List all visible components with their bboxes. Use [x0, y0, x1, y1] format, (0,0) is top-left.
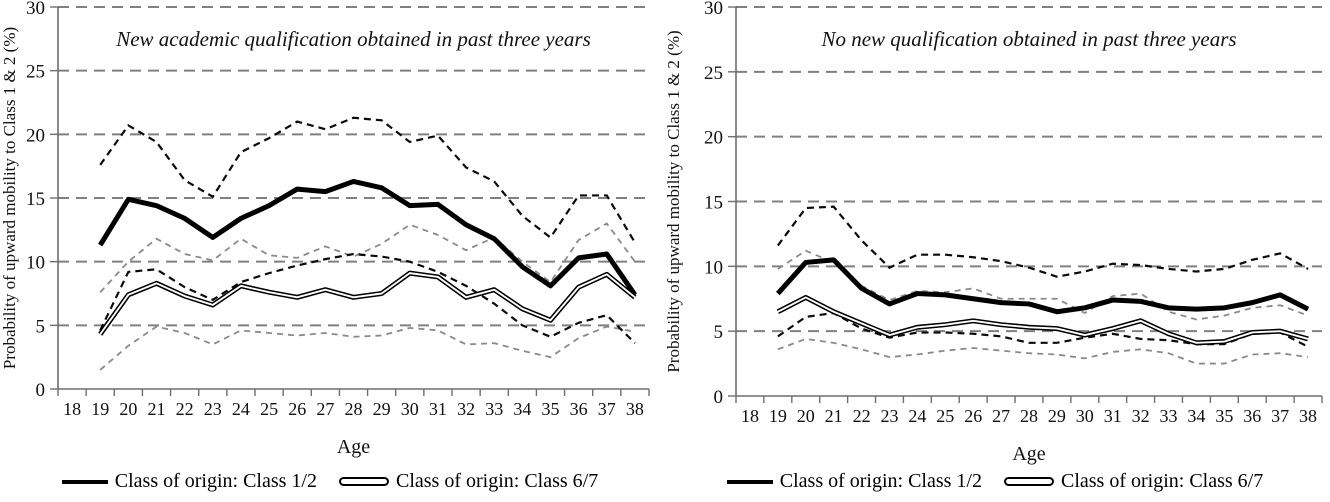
series-class-of-origin-class-6-7-inner	[777, 296, 1309, 344]
series-class-of-origin-class-6-7-outer	[776, 294, 1309, 346]
x-tick-label-37: 37	[1271, 406, 1289, 426]
x-tick-label-36: 36	[1243, 406, 1261, 426]
x-tick-label-29: 29	[373, 399, 391, 419]
series-class-1-2-upper-dashed-band	[776, 205, 1309, 278]
series-layer	[775, 205, 1310, 365]
series-class-of-origin-class-1-2	[98, 178, 637, 297]
series-class-6-7-lower-dashed-band	[777, 338, 1309, 365]
x-tick-label-23: 23	[880, 406, 898, 426]
legend-item-class67: Class of origin: Class 6/7	[339, 470, 598, 493]
thick-solid-line-swatch	[726, 479, 773, 484]
legend-item-class12: Class of origin: Class 1/2	[61, 470, 317, 493]
legend-label-class67: Class of origin: Class 6/7	[396, 470, 599, 492]
x-tick-label-37: 37	[598, 399, 616, 419]
y-axis-title: Probability of upward mobility to Class …	[0, 27, 19, 369]
double-line-swatch	[339, 477, 389, 486]
chart-title: No new qualification obtained in past th…	[820, 27, 1236, 51]
x-tick-label-28: 28	[345, 399, 363, 419]
gridlines-layer	[58, 6, 649, 327]
series-class-6-7-upper-dashed-band	[777, 249, 1309, 321]
x-tick-label-36: 36	[570, 399, 588, 419]
x-tick-label-19: 19	[91, 399, 109, 419]
x-tick-label-35: 35	[1215, 406, 1233, 426]
series-class-6-7-lower-dashed-band	[99, 325, 636, 371]
x-tick-label-18: 18	[63, 399, 81, 419]
y-tick-label-25: 25	[26, 62, 45, 83]
x-tick-label-34: 34	[1187, 406, 1205, 426]
gridlines-layer	[736, 6, 1322, 333]
y-tick-label-5: 5	[714, 322, 724, 343]
x-tick-label-21: 21	[825, 406, 843, 426]
x-tick-label-33: 33	[485, 399, 503, 419]
chart-panel-no-new-qualification: 0 5 10 15 20 25 30 18 19 20 21 22 23 24 25 26 27 28 29 30 31…	[660, 0, 1330, 502]
x-tick-label-31: 31	[1104, 406, 1122, 426]
x-tick-label-22: 22	[176, 399, 194, 419]
legend: Class of origin: Class 1/2 Class of orig…	[0, 470, 660, 493]
x-tick-label-30: 30	[1076, 406, 1094, 426]
x-axis-title: Age	[337, 436, 370, 458]
x-tick-label-33: 33	[1160, 406, 1178, 426]
series-class-1-2-upper-dashed-band	[99, 116, 636, 244]
legend-item-class67: Class of origin: Class 6/7	[1004, 470, 1263, 493]
x-tick-label-19: 19	[769, 406, 787, 426]
series-class-of-origin-class-1-2	[775, 257, 1310, 315]
double-line-swatch	[1004, 477, 1054, 486]
y-tick-label-0: 0	[36, 380, 46, 401]
x-tick-label-35: 35	[542, 399, 560, 419]
x-tick-label-28: 28	[1020, 406, 1038, 426]
series-layer	[98, 116, 637, 371]
x-tick-label-25: 25	[936, 406, 954, 426]
x-axis-title: Age	[1012, 443, 1045, 465]
axes-layer: 0 5 10 15 20 25 30 18 19 20 21 22 23 24 25 26 27 28 29 30 31…	[26, 0, 650, 419]
x-tick-label-20: 20	[797, 406, 815, 426]
x-tick-label-32: 32	[457, 399, 475, 419]
y-axis-title: Probability of upward mobility to Class …	[664, 30, 683, 372]
x-tick-label-20: 20	[119, 399, 137, 419]
x-tick-label-38: 38	[626, 399, 644, 419]
y-tick-label-30: 30	[704, 0, 723, 19]
x-tick-label-25: 25	[260, 399, 278, 419]
y-tick-label-5: 5	[36, 316, 46, 337]
x-tick-label-22: 22	[853, 406, 871, 426]
y-tick-label-0: 0	[714, 387, 724, 408]
x-tick-label-38: 38	[1299, 406, 1317, 426]
y-tick-label-15: 15	[704, 193, 723, 214]
x-tick-label-29: 29	[1048, 406, 1066, 426]
x-tick-label-24: 24	[908, 406, 926, 426]
y-tick-label-20: 20	[26, 125, 45, 146]
x-tick-label-27: 27	[316, 399, 334, 419]
x-tick-label-18: 18	[741, 406, 759, 426]
x-tick-label-26: 26	[964, 406, 982, 426]
x-tick-label-23: 23	[204, 399, 222, 419]
chart-panel-new-qualification: 0 5 10 15 20 25 30 18 19 20 21 22 23 24 25 26 27 28 29 30 31…	[0, 0, 660, 502]
x-tick-label-21: 21	[148, 399, 166, 419]
x-tick-label-24: 24	[232, 399, 250, 419]
x-tick-label-34: 34	[513, 399, 531, 419]
y-tick-label-20: 20	[704, 128, 723, 149]
x-tick-label-30: 30	[401, 399, 419, 419]
y-tick-label-10: 10	[704, 257, 723, 278]
legend-label-class67: Class of origin: Class 6/7	[1061, 470, 1264, 492]
x-tick-label-26: 26	[288, 399, 306, 419]
line-chart-new-qualification: 0 5 10 15 20 25 30 18 19 20 21 22 23 24 25 26 27 28 29 30 31…	[0, 0, 650, 458]
axes-layer: 0 5 10 15 20 25 30 18 19 20 21 22 23 24 25 26 27 28 29 30 31…	[704, 0, 1323, 426]
x-tick-label-31: 31	[429, 399, 447, 419]
chart-title: New academic qualification obtained in p…	[115, 27, 591, 51]
y-tick-label-15: 15	[26, 189, 45, 210]
y-tick-label-10: 10	[26, 253, 45, 274]
y-tick-label-30: 30	[26, 0, 45, 19]
legend-label-class12: Class of origin: Class 1/2	[114, 470, 317, 492]
line-chart-no-new-qualification: 0 5 10 15 20 25 30 18 19 20 21 22 23 24 25 26 27 28 29 30 31…	[664, 0, 1323, 465]
legend-item-class12: Class of origin: Class 1/2	[726, 470, 982, 493]
x-tick-label-32: 32	[1132, 406, 1150, 426]
y-tick-label-25: 25	[704, 63, 723, 84]
legend: Class of origin: Class 1/2 Class of orig…	[660, 470, 1330, 493]
x-tick-label-27: 27	[992, 406, 1010, 426]
legend-label-class12: Class of origin: Class 1/2	[779, 470, 982, 492]
thick-solid-line-swatch	[61, 479, 108, 484]
series-class-1-2-lower-dashed-band	[99, 252, 636, 344]
series-class-6-7-upper-dashed-band	[99, 222, 636, 293]
series-class-of-origin-class-6-7-inner	[99, 272, 636, 335]
